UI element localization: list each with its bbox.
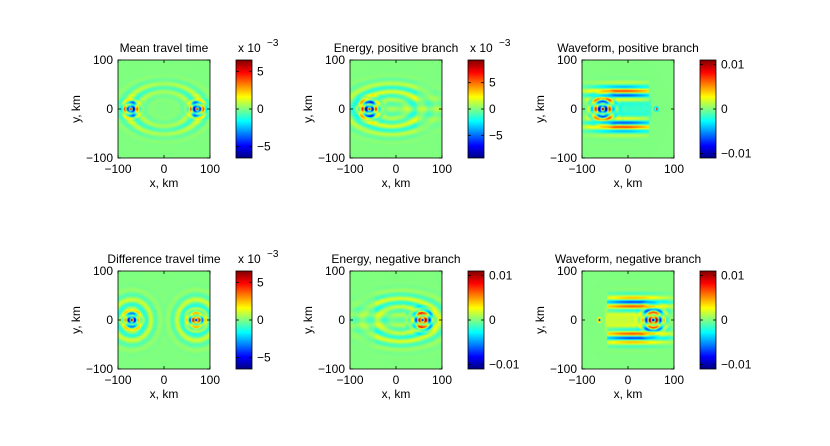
colorbar-exponent: −3 — [267, 38, 279, 49]
x-tick-label: 0 — [625, 162, 632, 176]
x-tick-label: 100 — [432, 162, 452, 176]
colorbar-tick-label: 5 — [257, 275, 264, 289]
colorbar-tick-label: −5 — [257, 140, 271, 154]
x-axis-label: x, km — [614, 176, 643, 190]
subplot-title: Waveform, negative branch — [555, 252, 701, 266]
x-axis-label: x, km — [382, 176, 411, 190]
subplot-5: −100 0 100 100 0 −100 Energy, negative branch x… — [301, 252, 520, 401]
y-axis-label: y, km — [301, 306, 315, 334]
y-tick-label: 0 — [106, 313, 113, 327]
subplot-title: Energy, positive branch — [334, 41, 459, 55]
y-tick-label: −100 — [550, 151, 577, 165]
x-axis-label: x, km — [150, 176, 179, 190]
x-tick-label: 100 — [664, 162, 684, 176]
y-axis-label: y, km — [533, 306, 547, 334]
heatmap-image — [582, 60, 674, 158]
colorbar-multiplier: x 10 — [238, 252, 261, 266]
x-tick-label: 0 — [393, 373, 400, 387]
x-axis-label: x, km — [614, 387, 643, 401]
x-tick-label: −100 — [336, 162, 363, 176]
x-tick-label: 100 — [432, 373, 452, 387]
y-tick-label: 100 — [325, 264, 345, 278]
colorbar-exponent: −3 — [267, 249, 279, 260]
heatmap-image — [350, 271, 442, 369]
x-tick-label: −100 — [568, 373, 595, 387]
colorbar-tick-label: 0 — [257, 313, 264, 327]
y-axis-label: y, km — [69, 95, 83, 123]
x-tick-label: 100 — [664, 373, 684, 387]
colorbar-tick-label: 5 — [489, 76, 496, 90]
colorbar: 5 0 −5 x 10 −3 — [235, 249, 279, 370]
subplot-2: −100 0 100 100 0 −100 Energy, positive branch x… — [301, 38, 511, 190]
y-tick-label: 0 — [338, 313, 345, 327]
x-tick-label: 0 — [161, 373, 168, 387]
colorbar-tick-label: 0.01 — [721, 268, 745, 282]
x-tick-label: 0 — [393, 162, 400, 176]
y-tick-label: 100 — [557, 53, 577, 67]
colorbar: 0.01 0 −0.01 — [699, 57, 752, 161]
subplot-title: Difference travel time — [107, 252, 220, 266]
x-tick-label: −100 — [336, 373, 363, 387]
colorbar-tick-label: 5 — [257, 64, 264, 78]
y-tick-label: 0 — [106, 102, 113, 116]
subplot-title: Energy, negative branch — [331, 252, 460, 266]
y-tick-label: 0 — [570, 102, 577, 116]
colorbar-tick-label: 0 — [489, 313, 496, 327]
subplot-title: Mean travel time — [120, 41, 209, 55]
colorbar-exponent: −3 — [499, 38, 511, 49]
subplot-6: −100 0 100 100 0 −100 Waveform, negative branc… — [533, 252, 752, 401]
colorbar-tick-label: −5 — [489, 128, 503, 142]
colorbar-tick-label: −0.01 — [489, 358, 520, 372]
heatmap-image — [118, 60, 210, 158]
colorbar-tick-label: −0.01 — [721, 147, 752, 161]
y-tick-label: −100 — [86, 151, 113, 165]
y-axis-label: y, km — [69, 306, 83, 334]
colorbar-tick-label: 0 — [489, 102, 496, 116]
y-tick-label: 100 — [557, 264, 577, 278]
x-tick-label: −100 — [104, 162, 131, 176]
y-axis-label: y, km — [301, 95, 315, 123]
x-tick-label: −100 — [104, 373, 131, 387]
colorbar: 0.01 0 −0.01 — [467, 268, 520, 372]
x-tick-label: −100 — [568, 162, 595, 176]
heatmap-image — [582, 271, 674, 369]
x-tick-label: 100 — [200, 162, 220, 176]
x-axis-label: x, km — [150, 387, 179, 401]
y-tick-label: 100 — [93, 264, 113, 278]
heatmap-image — [350, 60, 442, 158]
colorbar-tick-label: −0.01 — [721, 358, 752, 372]
y-axis-label: y, km — [533, 95, 547, 123]
y-tick-label: −100 — [550, 362, 577, 376]
subplot-4: −100 0 100 100 0 −100 Difference travel time x,… — [69, 249, 279, 401]
colorbar-tick-label: 0.01 — [489, 268, 513, 282]
subplot-3: −100 0 100 100 0 −100 Waveform, positive branc… — [533, 41, 752, 190]
y-tick-label: 100 — [325, 53, 345, 67]
y-tick-label: −100 — [318, 362, 345, 376]
x-axis-label: x, km — [382, 387, 411, 401]
colorbar: 5 0 −5 x 10 −3 — [235, 38, 279, 159]
subplot-1: −100 0 100 100 0 −100 Mean travel time x, km y, … — [69, 38, 279, 190]
colorbar-tick-label: 0.01 — [721, 57, 745, 71]
y-tick-label: 0 — [338, 102, 345, 116]
colorbar-tick-label: 0 — [721, 313, 728, 327]
colorbar: 0.01 0 −0.01 — [699, 268, 752, 372]
colorbar: 5 0 −5 x 10 −3 — [467, 38, 511, 159]
subplot-title: Waveform, positive branch — [557, 41, 699, 55]
x-tick-label: 0 — [625, 373, 632, 387]
colorbar-tick-label: 0 — [257, 102, 264, 116]
x-tick-label: 100 — [200, 373, 220, 387]
y-tick-label: −100 — [318, 151, 345, 165]
y-tick-label: −100 — [86, 362, 113, 376]
colorbar-tick-label: 0 — [721, 102, 728, 116]
heatmap-image — [118, 271, 210, 369]
y-tick-label: 0 — [570, 313, 577, 327]
colorbar-multiplier: x 10 — [470, 41, 493, 55]
x-tick-label: 0 — [161, 162, 168, 176]
colorbar-multiplier: x 10 — [238, 41, 261, 55]
y-tick-label: 100 — [93, 53, 113, 67]
colorbar-tick-label: −5 — [257, 351, 271, 365]
